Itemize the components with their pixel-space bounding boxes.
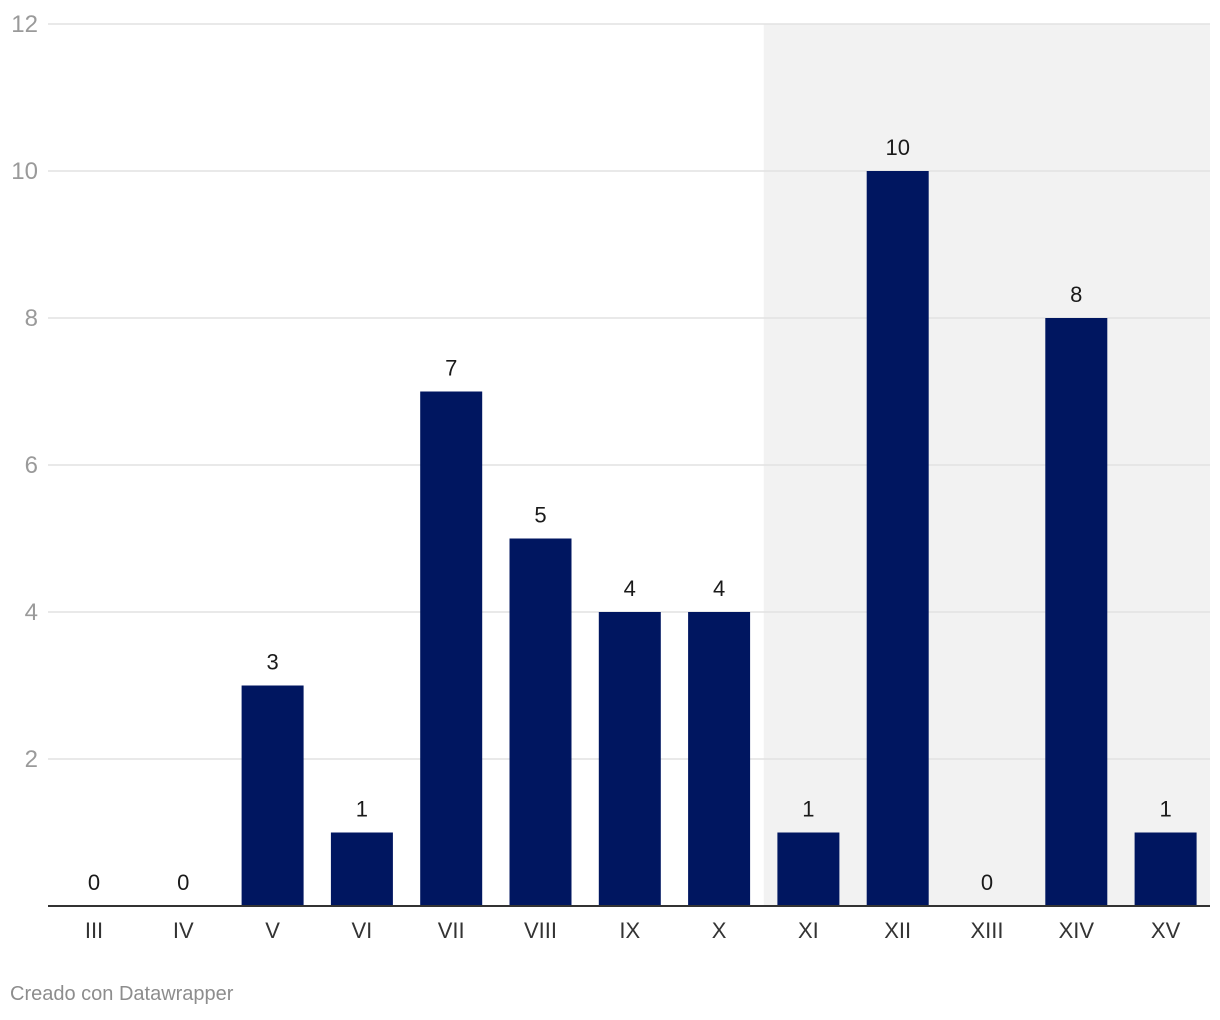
bar xyxy=(241,685,304,906)
bar xyxy=(330,832,393,906)
x-tick-label: XII xyxy=(884,918,911,943)
data-label: 7 xyxy=(445,356,457,381)
x-tick-label: VI xyxy=(352,918,373,943)
data-label: 5 xyxy=(534,503,546,528)
x-tick-label: V xyxy=(265,918,280,943)
data-label: 4 xyxy=(624,576,636,601)
bar xyxy=(598,612,661,906)
data-label: 10 xyxy=(885,135,909,160)
x-tick-label: IX xyxy=(619,918,640,943)
data-labels: 0 0 3 1 7 5 4 4 1 10 0 8 1 xyxy=(88,135,1172,895)
x-tick-label: X xyxy=(712,918,727,943)
y-tick-label: 10 xyxy=(11,158,38,185)
bar xyxy=(509,538,572,906)
bar xyxy=(777,832,840,906)
bar xyxy=(420,391,483,906)
x-tick-label: XV xyxy=(1151,918,1181,943)
bars xyxy=(241,171,1197,906)
y-tick-label: 6 xyxy=(25,452,38,479)
data-label: 8 xyxy=(1070,282,1082,307)
x-tick-label: XIII xyxy=(970,918,1003,943)
data-label: 0 xyxy=(88,870,100,895)
bar xyxy=(866,171,929,906)
x-axis-ticks: III IV V VI VII VIII IX X XI XII XIII XIV XV xyxy=(85,918,1181,943)
x-tick-label: IV xyxy=(173,918,194,943)
x-tick-label: VIII xyxy=(524,918,557,943)
bar xyxy=(1045,318,1108,906)
data-label: 0 xyxy=(981,870,993,895)
data-label: 1 xyxy=(802,797,814,822)
y-axis-ticks: 2 4 6 8 10 12 xyxy=(11,11,38,773)
y-tick-label: 4 xyxy=(25,599,38,626)
x-tick-label: XI xyxy=(798,918,819,943)
x-tick-label: XIV xyxy=(1059,918,1095,943)
credit-text: Creado con Datawrapper xyxy=(10,983,234,1005)
y-tick-label: 2 xyxy=(25,746,38,773)
data-label: 4 xyxy=(713,576,725,601)
data-label: 3 xyxy=(266,650,278,675)
y-tick-label: 12 xyxy=(11,11,38,38)
x-tick-label: III xyxy=(85,918,103,943)
data-label: 1 xyxy=(1159,797,1171,822)
y-tick-label: 8 xyxy=(25,305,38,332)
bar xyxy=(1134,832,1197,906)
bar xyxy=(688,612,751,906)
data-label: 1 xyxy=(356,797,368,822)
x-tick-label: VII xyxy=(438,918,465,943)
data-label: 0 xyxy=(177,870,189,895)
